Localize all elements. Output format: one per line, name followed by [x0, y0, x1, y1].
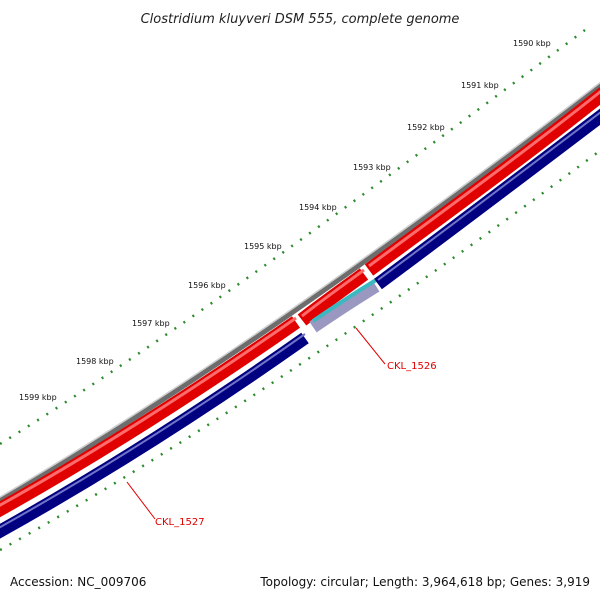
gene-highlight — [311, 278, 378, 323]
gene-label-ckl-1526[interactable]: CKL_1526 — [387, 361, 437, 372]
gene-callout-ckl-1527: CKL_1527 — [126, 481, 205, 528]
inner-ruler-track — [0, 149, 600, 552]
ruler-label: 1595 kbp — [244, 242, 282, 251]
gene-callout-ckl-1526: CKL_1526 — [355, 327, 437, 372]
ruler-track — [0, 28, 586, 446]
forward-gene-feature[interactable] — [0, 316, 301, 518]
forward-gene-feature-middle[interactable] — [297, 268, 369, 326]
ruler-label: 1594 kbp — [299, 203, 337, 212]
backbone-track — [0, 81, 600, 504]
ruler-label: 1599 kbp — [19, 393, 57, 402]
forward-gene-feature-upper[interactable] — [364, 87, 600, 276]
gene-label-ckl-1527[interactable]: CKL_1527 — [155, 517, 205, 528]
ruler-labels: 1590 kbp 1591 kbp 1592 kbp 1593 kbp 1594… — [19, 39, 551, 402]
ruler-label: 1592 kbp — [407, 123, 445, 132]
reverse-gene-feature-upper[interactable] — [374, 108, 600, 290]
reverse-strand-track — [0, 108, 600, 539]
ruler-label: 1596 kbp — [188, 281, 226, 290]
gene-ckl-1526[interactable] — [309, 280, 380, 333]
genome-summary-text: Topology: circular; Length: 3,964,618 bp… — [259, 575, 590, 589]
gene-ckl-1527[interactable] — [0, 332, 309, 539]
forward-strand-track — [0, 87, 600, 518]
map-title: Clostridium kluyveri DSM 555, complete g… — [141, 12, 460, 27]
accession-text: Accession: NC_009706 — [10, 575, 146, 589]
ruler-label: 1593 kbp — [353, 163, 391, 172]
ruler-label: 1591 kbp — [461, 81, 499, 90]
ruler-label: 1597 kbp — [132, 319, 170, 328]
ruler-label: 1590 kbp — [513, 39, 551, 48]
ruler-label: 1598 kbp — [76, 357, 114, 366]
